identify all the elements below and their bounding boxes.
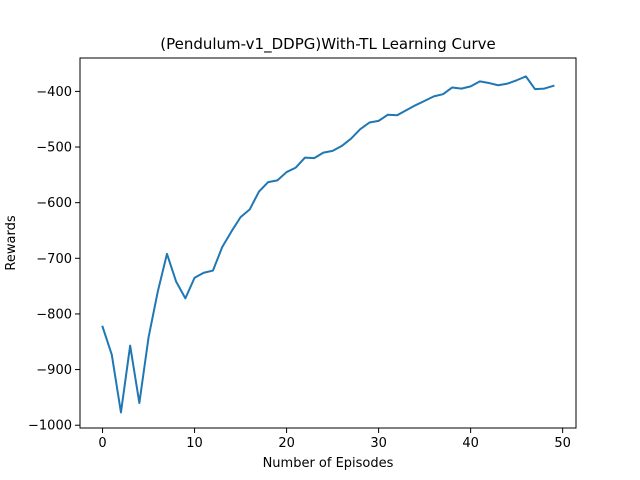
y-tick-label: −900 [36,363,72,378]
x-tick-label: 0 [98,436,106,451]
x-axis-label: Number of Episodes [263,456,394,471]
y-tick-label: −500 [36,141,72,156]
x-axis: 0 10 20 30 40 50 [98,428,571,451]
x-tick-label: 50 [554,436,571,451]
series-line [101,75,555,414]
x-tick-label: 30 [370,436,387,451]
plot-area [80,58,576,428]
y-tick-label: −800 [36,307,72,322]
y-tick-label: −1000 [28,419,72,434]
y-tick-label: −400 [36,85,72,100]
x-tick-label: 20 [278,436,295,451]
x-tick-label: 10 [186,436,203,451]
plot-frame [79,57,577,429]
x-tick-label: 40 [462,436,479,451]
y-tick-label: −700 [36,252,72,267]
y-axis-label: Rewards [4,215,19,270]
y-axis: −1000 −900 −800 −700 −600 −500 −400 [28,85,80,434]
series-layer [101,75,555,414]
chart-title: (Pendulum-v1_DDPG)With-TL Learning Curve [160,35,496,54]
y-tick-label: −600 [36,196,72,211]
